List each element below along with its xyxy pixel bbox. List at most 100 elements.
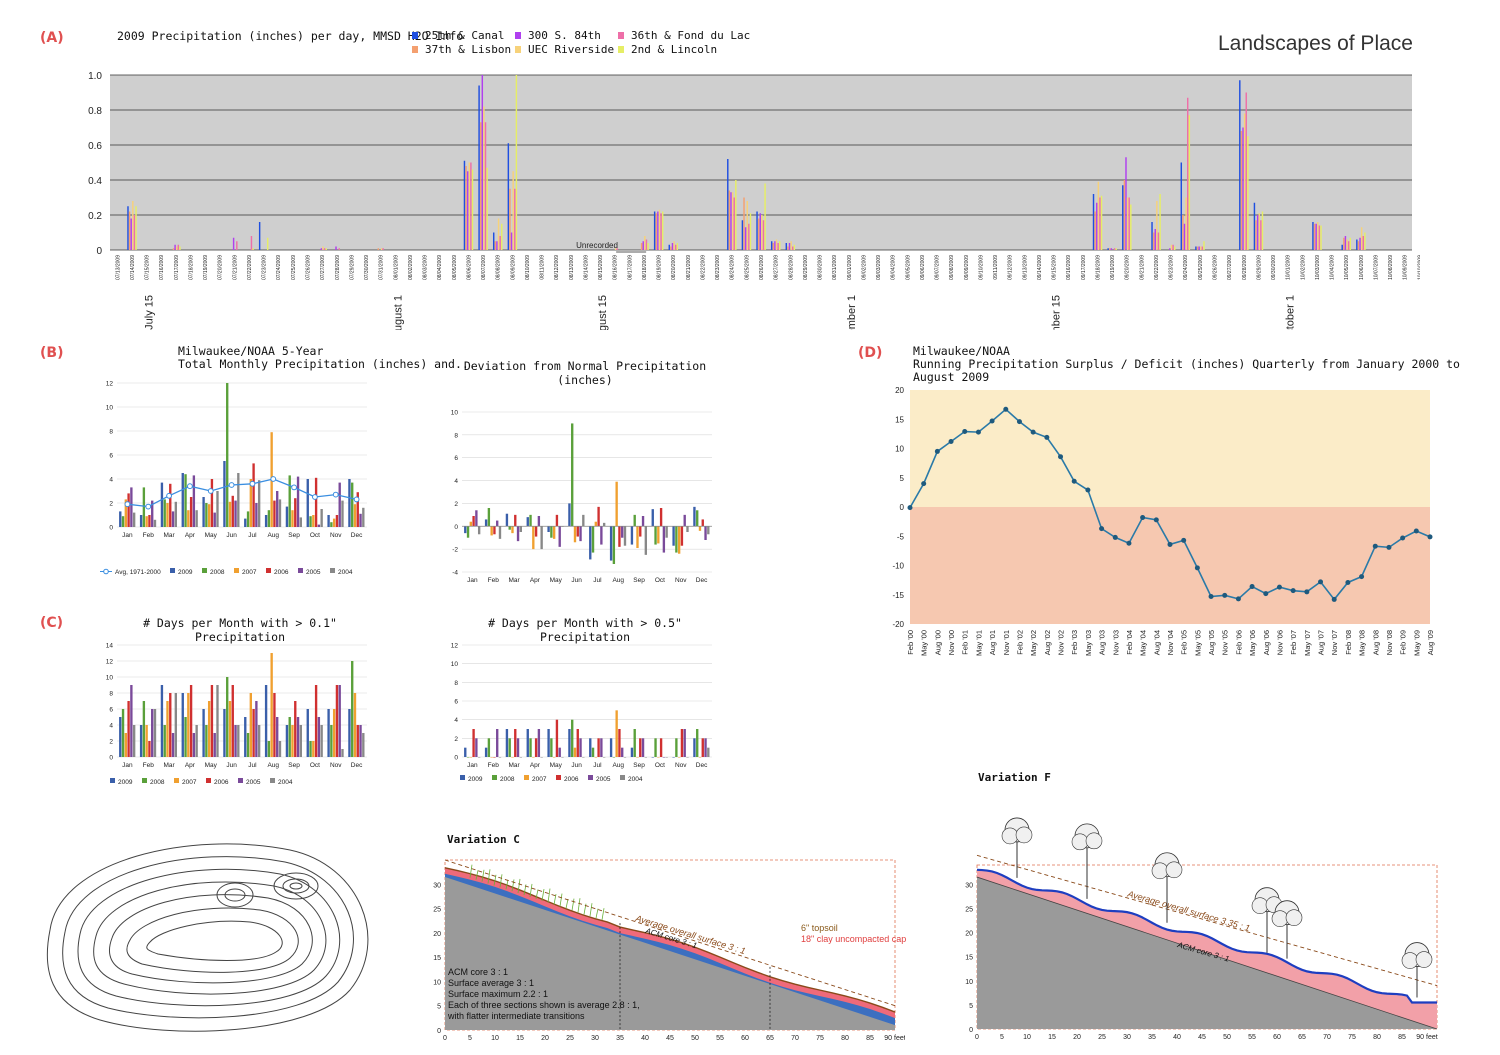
chartC1-bar <box>306 709 309 757</box>
chart-d-xtick: Nov '08 <box>1385 630 1394 655</box>
chart-a-bar <box>335 246 337 250</box>
chartB2-bar <box>600 526 603 545</box>
var-c-xtick: 90 feet <box>884 1035 905 1042</box>
chart-a-bar <box>647 243 649 250</box>
chartC2-bar <box>696 729 699 757</box>
chart-a-bar <box>1154 229 1156 250</box>
chart-a-xtick: 08/01/2009 <box>393 255 399 280</box>
chartB1-bar <box>252 463 255 527</box>
chartC2-bar <box>514 729 517 757</box>
chart-a-xtick: 09/05/2009 <box>905 255 911 280</box>
chart-d-xtick: May '08 <box>1358 630 1367 656</box>
chart-a-bar <box>175 246 178 250</box>
chart-a-xtick: 07/26/2009 <box>305 255 311 280</box>
chartC2-ytick: 12 <box>451 643 459 650</box>
legend-a-swatch <box>618 46 624 53</box>
legend-year-label: 2009 <box>178 569 193 576</box>
chart-a-xtick: 09/22/2009 <box>1154 255 1160 280</box>
legend-year-swatch <box>556 775 561 780</box>
chartB2-bar <box>675 526 678 553</box>
chart-a-xtick: 09/17/2009 <box>1081 255 1087 280</box>
chart-a-bar <box>778 241 781 250</box>
chart-a-bar <box>1185 197 1187 250</box>
chartB2-bar <box>540 526 543 550</box>
chartC1-bar <box>121 709 125 757</box>
chartB1-xtick: Oct <box>310 532 320 539</box>
chartB2-xtick: Apr <box>530 577 541 584</box>
chart-a-month-label: August 1 <box>392 295 404 330</box>
legend-year-label: 2008 <box>210 569 225 576</box>
chartB2-bar <box>576 526 579 537</box>
var-c-ytick: 15 <box>433 955 441 962</box>
chartC2-bar <box>707 747 710 757</box>
chartB1-bar <box>181 473 184 527</box>
chart-a-bar <box>133 215 136 250</box>
chart-a-xtick: 10/10/2009 <box>1417 255 1420 280</box>
chartC1-bar <box>192 733 196 757</box>
chartC1-bar <box>142 701 146 757</box>
chart-a-bar <box>174 244 176 250</box>
chartB1-ytick: 10 <box>106 405 114 412</box>
chart-a-bar <box>1317 222 1319 250</box>
chart-a-bar <box>320 248 323 250</box>
chart-d-xtick: Feb '08 <box>1344 630 1353 655</box>
chart-a-xtick: 09/03/2009 <box>876 255 882 280</box>
chartC1-bar <box>228 701 232 757</box>
chart-a-xtick: 09/07/2009 <box>935 255 941 280</box>
var-c-ytick: 20 <box>433 931 441 938</box>
legend-year-swatch <box>270 778 275 783</box>
chartC1-bar <box>320 725 323 757</box>
chart-a-bar <box>1360 227 1363 250</box>
chartB2-ytick: -4 <box>452 570 458 577</box>
chart-d-xtick: Aug '03 <box>1098 630 1107 655</box>
chart-a-xtick: 08/12/2009 <box>554 255 560 280</box>
chart-a-bar <box>614 248 617 250</box>
chart-b1-avg-point <box>353 496 360 503</box>
chart-a-bar <box>1172 244 1174 250</box>
chart-a-month-label: September 15 <box>1051 295 1063 330</box>
chart-b1-avg-point <box>187 483 193 490</box>
chart-a-xtick: 10/07/2009 <box>1373 255 1379 280</box>
chartB1-bar <box>278 499 282 527</box>
chartB1-bar <box>320 509 323 527</box>
chart-a-xtick: 10/05/2009 <box>1344 255 1350 280</box>
chart-d-xtick: Aug '05 <box>1207 630 1216 655</box>
chartB1-xtick: Feb <box>143 532 155 539</box>
chartC1-bar <box>332 709 336 757</box>
legend-year-swatch <box>460 775 465 780</box>
chart-d-point <box>1235 596 1241 602</box>
chart-a-bar <box>486 167 488 250</box>
chartB2-bar <box>644 526 647 555</box>
chartC1-bar <box>288 717 291 757</box>
chartC1-bar <box>299 725 302 757</box>
chartC2-bar <box>654 738 657 757</box>
chart-a-bar <box>731 192 734 250</box>
chartB1-bar <box>210 479 214 527</box>
chart-b1-avg-point <box>312 494 318 500</box>
chart-a-bar <box>1126 197 1129 250</box>
chart-a-xtick: 07/29/2009 <box>349 255 355 280</box>
chart-a-xtick: 08/19/2009 <box>657 255 663 280</box>
chartB2-bar <box>487 508 491 527</box>
chart-a-bar <box>668 244 670 250</box>
chart-d-xtick: May '03 <box>1084 630 1093 656</box>
chart-a-bar <box>1097 181 1100 250</box>
chart-a-xtick: 08/26/2009 <box>759 255 765 280</box>
chartC2-xtick: Feb <box>488 762 500 769</box>
chart-d-ytick: -10 <box>892 562 904 571</box>
chartC2-bar <box>537 729 541 757</box>
legend-year-swatch <box>142 778 147 783</box>
chartB1-bar <box>139 515 143 527</box>
chartB2-bar <box>582 514 585 527</box>
chartC2-ytick: 8 <box>454 680 458 687</box>
variation-c-title: Variation C <box>447 833 520 846</box>
chartC1-bar <box>169 693 172 757</box>
chart-d-point <box>1345 579 1351 585</box>
topsoil-label: 6" topsoil <box>801 923 838 933</box>
chartC2-bar <box>623 757 627 758</box>
chartB2-ytick: 8 <box>454 432 458 439</box>
var-c-xtick: 20 <box>541 1035 549 1042</box>
var-c-grass <box>571 898 575 911</box>
chartC1-bar <box>145 725 148 757</box>
var-c-xtick: 60 <box>741 1035 749 1042</box>
